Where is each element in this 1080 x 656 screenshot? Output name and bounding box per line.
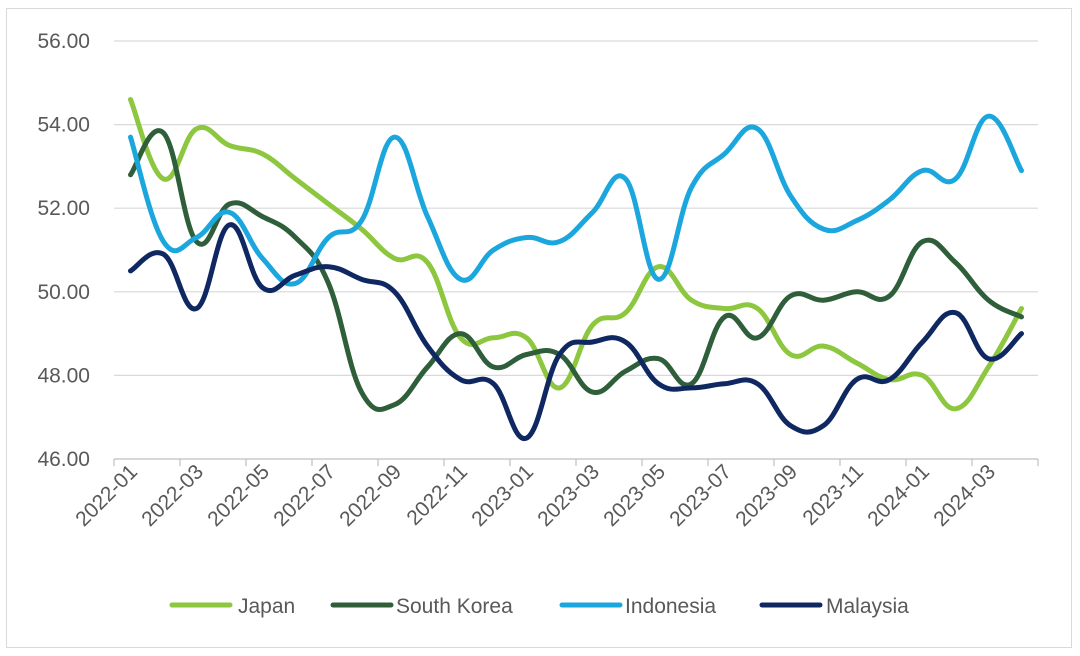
legend-label-indonesia: Indonesia — [625, 595, 716, 618]
legend-label-japan: Japan — [238, 595, 295, 618]
y-tick-label: 56.00 — [37, 30, 90, 53]
x-tick-label: 2022-11 — [402, 460, 472, 530]
series-line-south-korea — [128, 128, 1024, 412]
y-tick-label: 50.00 — [37, 281, 90, 304]
series-lines — [128, 97, 1024, 441]
x-tick-label: 2024-01 — [863, 460, 934, 531]
x-tick-label: 2023-07 — [665, 460, 736, 531]
series-line-malaysia — [128, 222, 1024, 441]
x-tick-label: 2023-09 — [731, 460, 802, 531]
series-line-indonesia — [128, 113, 1024, 287]
x-tick-label: 2022-03 — [137, 460, 208, 531]
x-tick-label: 2022-05 — [203, 460, 274, 531]
y-tick-label: 48.00 — [37, 364, 90, 387]
axes: 46.0048.0050.0052.0054.0056.002022-01202… — [37, 30, 1039, 531]
x-tick-label: 2022-07 — [269, 460, 340, 531]
y-tick-label: 46.00 — [37, 448, 90, 471]
series-line-japan — [128, 97, 1024, 412]
x-tick-label: 2023-11 — [798, 460, 868, 530]
x-tick-label: 2024-03 — [929, 460, 1000, 531]
y-tick-label: 52.00 — [37, 197, 90, 220]
legend: Japan South Korea Indonesia Malaysia — [169, 595, 909, 618]
chart-frame — [6, 8, 1072, 648]
x-tick-label: 2023-05 — [599, 460, 670, 531]
legend-label-malaysia: Malaysia — [826, 595, 909, 618]
y-tick-label: 54.00 — [37, 114, 90, 137]
x-tick-label: 2022-09 — [335, 460, 406, 531]
x-tick-label: 2023-03 — [533, 460, 604, 531]
legend-label-south-korea: South Korea — [396, 595, 513, 618]
x-tick-label: 2023-01 — [467, 460, 538, 531]
